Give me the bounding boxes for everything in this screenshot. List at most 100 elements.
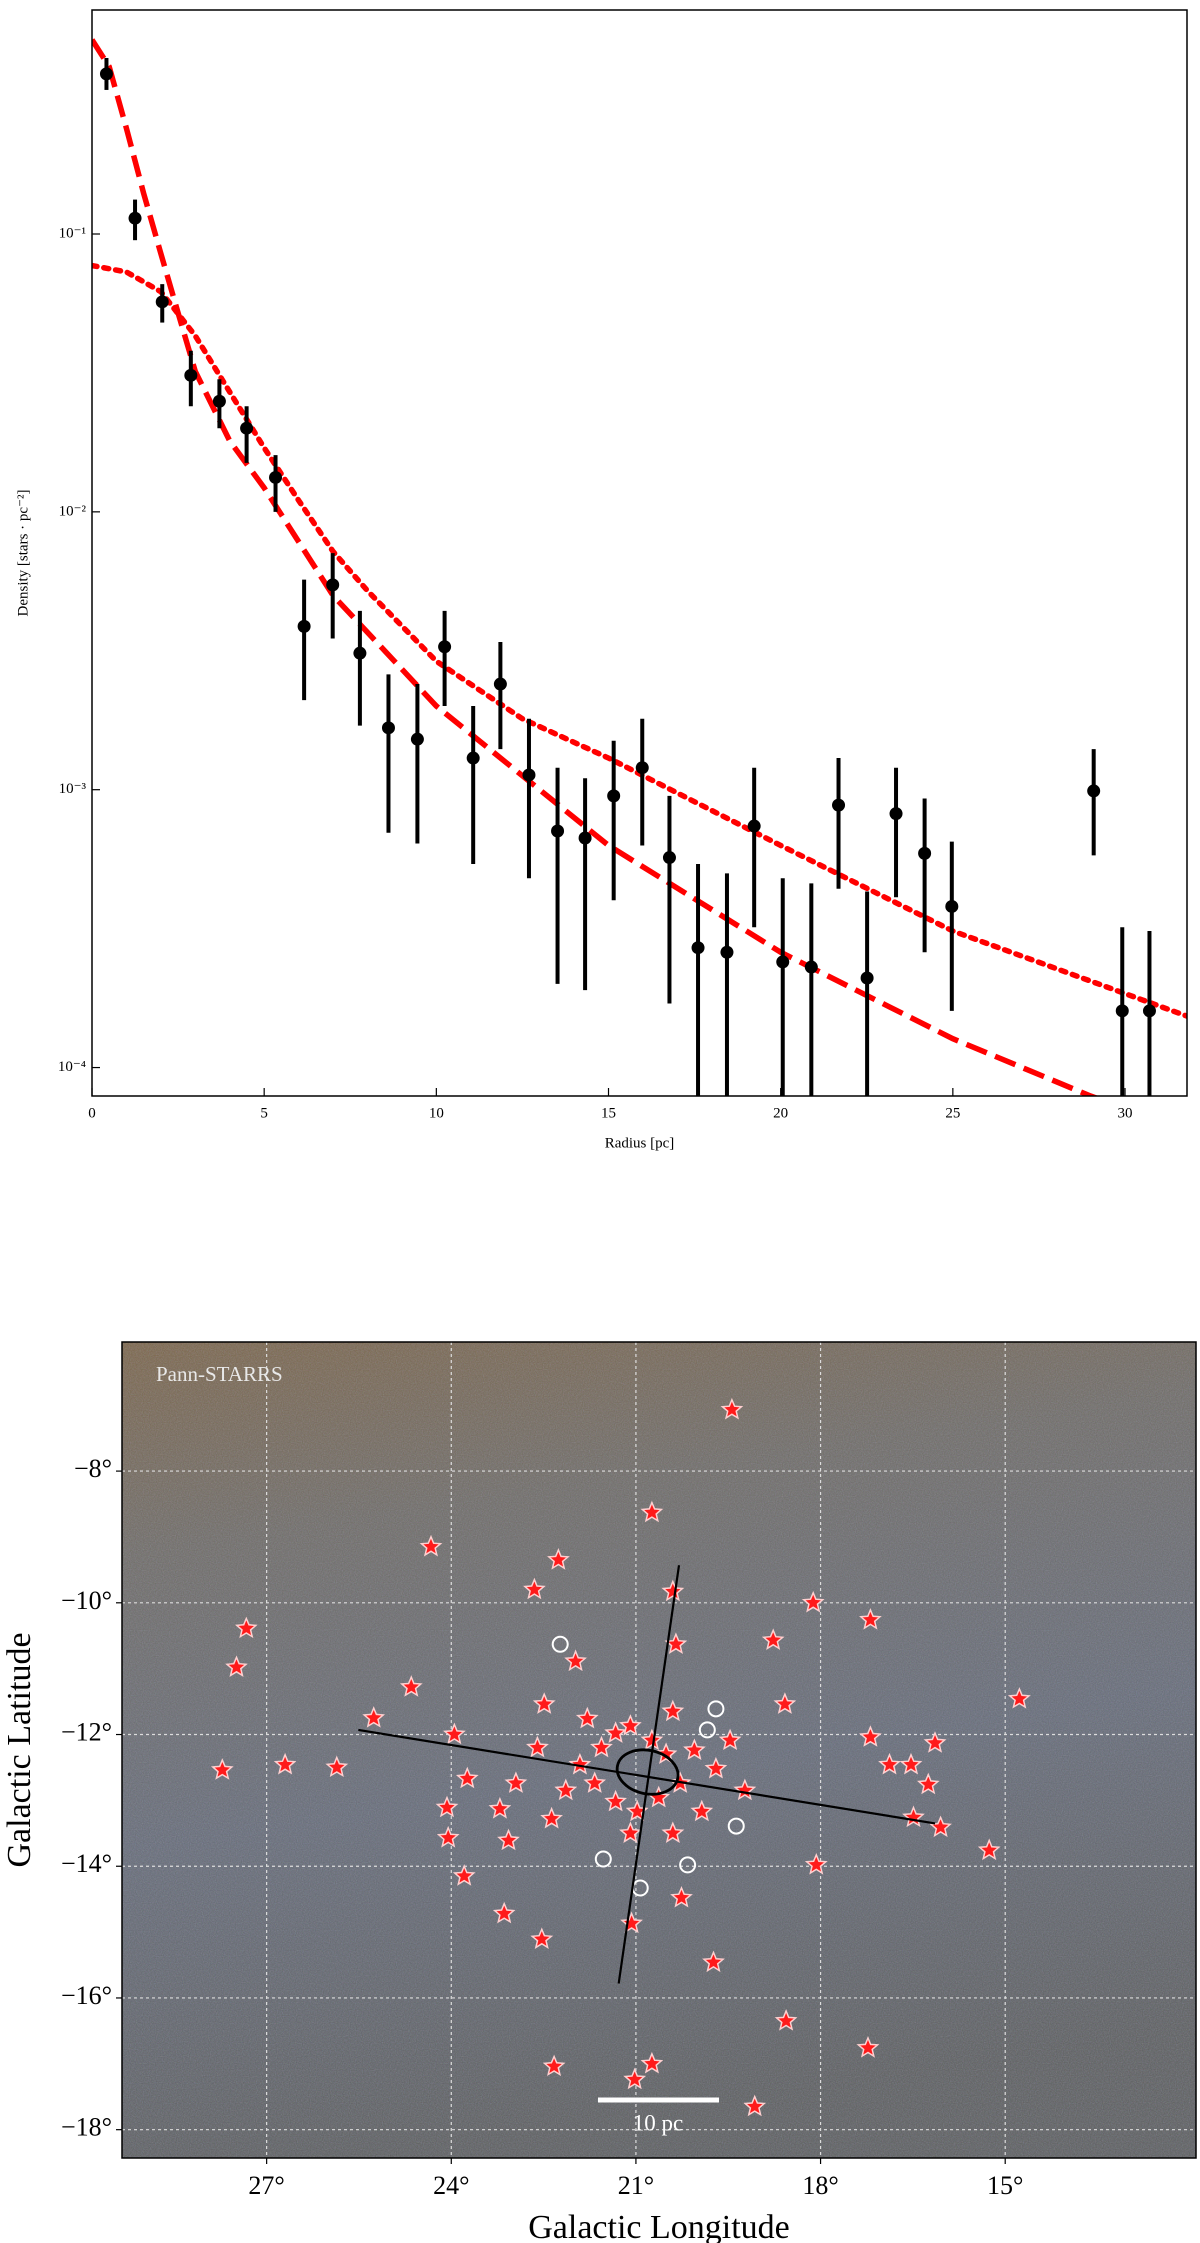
circle-marker (707, 1700, 725, 1718)
data-point (804, 960, 818, 974)
star-marker (452, 1864, 476, 1886)
y-tick-label: −18° (61, 2113, 112, 2142)
data-point (1115, 1004, 1129, 1018)
data-point (1142, 1004, 1156, 1018)
star-marker (590, 1735, 613, 1758)
star-marker (661, 1579, 685, 1602)
star-marker (492, 1901, 516, 1924)
data-point (662, 851, 676, 865)
y-tick-label: −8° (74, 1454, 112, 1483)
data-point (945, 899, 959, 913)
survey-label: Pann-STARRS (156, 1362, 283, 1386)
x-tick-label: 18° (802, 2171, 838, 2200)
star-marker (530, 1927, 554, 1949)
star-marker (604, 1721, 627, 1743)
data-point (860, 971, 874, 985)
x-tick-label: 24° (433, 2171, 469, 2200)
star-marker (733, 1778, 757, 1801)
star-marker (801, 1590, 825, 1613)
y-tick-label: 10⁻² (59, 503, 87, 519)
x-tick-label: 25 (945, 1105, 960, 1121)
data-point (493, 677, 507, 691)
y-tick-label: −16° (61, 1981, 112, 2010)
star-marker (455, 1766, 479, 1789)
star-marker (640, 2051, 664, 2074)
x-tick-label: 15 (601, 1105, 616, 1121)
axis-line (358, 1728, 936, 1825)
star-marker (623, 2067, 647, 2090)
star-marker (856, 2036, 880, 2058)
star-marker (859, 1607, 882, 1630)
plot-frame (91, 9, 1188, 1097)
star-marker (661, 1821, 685, 1843)
star-marker (399, 1675, 423, 1697)
y-tick-label: 10⁻³ (59, 781, 87, 797)
circle-marker (551, 1635, 569, 1653)
star-marker (225, 1655, 248, 1677)
star-marker (923, 1731, 947, 1753)
star-marker (273, 1752, 297, 1775)
star-marker (702, 1950, 725, 1973)
sky-noise (122, 1342, 1196, 2158)
circle-marker (698, 1721, 716, 1739)
data-point (438, 640, 452, 654)
data-point (212, 394, 226, 408)
star-marker (773, 1692, 797, 1714)
data-point (1087, 784, 1101, 798)
star-marker (436, 1825, 460, 1848)
data-point (747, 819, 761, 833)
star-marker (619, 1714, 642, 1736)
data-point (297, 619, 311, 633)
y-tick-label: −14° (61, 1849, 112, 1878)
star-marker (442, 1722, 466, 1745)
x-axis-label: Galactic Longitude (528, 2209, 790, 2243)
x-axis-label: Radius [pc] (605, 1135, 675, 1151)
data-point (578, 831, 592, 845)
plot-area (92, 38, 1187, 1096)
y-axis-label: Galactic Latitude (1, 1632, 38, 1867)
plot-frame (121, 1341, 1197, 2159)
data-point (410, 732, 424, 746)
star-marker (704, 1756, 728, 1779)
y-tick-label: −10° (61, 1586, 112, 1615)
star-marker (683, 1738, 706, 1760)
x-tick-label: 20 (773, 1105, 788, 1121)
data-point (128, 211, 142, 225)
star-marker (878, 1752, 901, 1775)
star-marker (583, 1771, 607, 1793)
star-marker (743, 2094, 767, 2117)
data-point (240, 421, 254, 435)
y-tick-label: 10⁻¹ (59, 225, 86, 241)
star-marker (804, 1852, 828, 1875)
star-marker (435, 1795, 459, 1818)
circle-marker (679, 1856, 697, 1874)
data-point (326, 578, 340, 592)
star-marker (575, 1706, 599, 1729)
star-marker (640, 1500, 664, 1523)
data-point (155, 295, 169, 309)
plot-background (92, 10, 1187, 1096)
data-point (353, 646, 367, 660)
data-point (184, 368, 198, 382)
star-marker (774, 2009, 798, 2031)
density-profile-panel: 0 5 10 15 20 25 30 10⁻⁴ 10⁻³ 10⁻² 10⁻¹ Radius [pc] D… (15, 9, 1188, 1151)
x-tick-label: 10 (429, 1105, 444, 1121)
star-marker (542, 2054, 566, 2077)
axis-line (617, 1565, 681, 1984)
x-tick-label: 21° (618, 2171, 654, 2200)
sky-map-panel: Pann-STARRS 10 pc 27° 24° 21° 18° 15° −8° −10° −1… (1, 1341, 1197, 2243)
data-point (832, 798, 846, 812)
star-marker (690, 1799, 714, 1822)
data-point (551, 824, 565, 838)
star-marker (661, 1699, 685, 1722)
plot-area (122, 1342, 1196, 2158)
star-marker (234, 1616, 258, 1639)
star-marker (720, 1397, 744, 1420)
data-point (99, 67, 113, 81)
data-point (691, 941, 705, 955)
star-marker (554, 1778, 578, 1801)
data-point (635, 761, 649, 775)
star-marker (504, 1771, 528, 1793)
star-marker (526, 1735, 549, 1758)
